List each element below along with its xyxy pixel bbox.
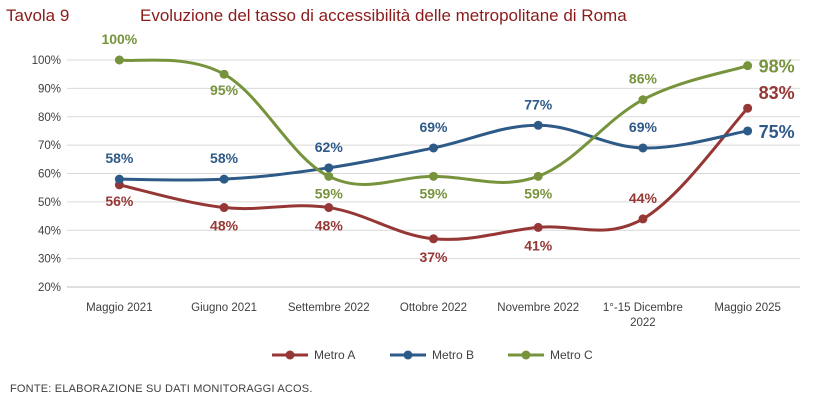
- data-point: [429, 171, 438, 181]
- table-number: Tavola 9: [6, 6, 70, 25]
- data-label: 37%: [419, 249, 448, 265]
- data-label: 100%: [101, 31, 137, 47]
- data-point: [533, 120, 543, 130]
- data-label: 77%: [524, 96, 553, 112]
- x-tick-label: Ottobre 2022: [400, 302, 467, 314]
- data-point: [324, 203, 334, 213]
- data-point: [638, 95, 648, 105]
- data-point: [429, 234, 438, 244]
- y-tick-label: 50%: [38, 197, 61, 209]
- data-point: [638, 143, 648, 153]
- legend-label: Metro B: [432, 348, 474, 362]
- data-point: [324, 171, 334, 181]
- x-tick-label: Novembre 2022: [497, 302, 579, 314]
- data-label: 59%: [524, 185, 553, 201]
- y-tick-label: 70%: [38, 140, 61, 152]
- line-chart: 20% 30% 40% 50% 60% 70% 80% 90% 100% Maggio 2021 G…: [32, 31, 800, 362]
- data-point: [533, 171, 543, 181]
- data-point: [638, 214, 648, 224]
- data-label: 59%: [315, 185, 344, 201]
- data-label: 98%: [759, 57, 795, 77]
- data-label: 58%: [105, 150, 134, 166]
- data-label: 83%: [759, 83, 795, 103]
- data-point: [114, 55, 124, 65]
- y-tick-label: 80%: [38, 112, 61, 124]
- data-point: [743, 103, 753, 113]
- legend-label: Metro A: [314, 348, 355, 362]
- data-point: [743, 61, 753, 71]
- data-label: 44%: [629, 190, 658, 206]
- source-note: FONTE: ELABORAZIONE SU DATI MONITORAGGI …: [10, 383, 313, 395]
- y-tick-label: 100%: [32, 55, 61, 67]
- x-tick-label: Maggio 2021: [86, 302, 153, 314]
- data-point: [114, 174, 124, 184]
- legend-marker: [285, 350, 295, 360]
- y-tick-label: 90%: [38, 83, 61, 95]
- data-label: 69%: [629, 119, 658, 135]
- chart-header: Tavola 9 Evoluzione del tasso di accessi…: [6, 6, 826, 32]
- x-tick-label: Maggio 2025: [714, 302, 781, 314]
- y-tick-label: 20%: [38, 282, 61, 294]
- data-point: [219, 203, 229, 213]
- data-label: 75%: [759, 122, 795, 142]
- legend-marker: [521, 350, 531, 360]
- y-tick-label: 30%: [38, 254, 61, 266]
- data-label: 48%: [315, 218, 344, 234]
- data-point: [219, 174, 229, 184]
- data-label: 56%: [105, 193, 134, 209]
- data-point: [429, 143, 438, 153]
- legend-marker: [403, 350, 413, 360]
- data-label: 69%: [419, 119, 448, 135]
- chart-title: Evoluzione del tasso di accessibilità de…: [140, 6, 627, 25]
- data-point: [743, 126, 753, 136]
- data-label: 58%: [210, 150, 239, 166]
- legend-label: Metro C: [550, 348, 593, 362]
- y-tick-label: 40%: [38, 225, 61, 237]
- x-tick-label: 1°-15 Dicembre: [603, 302, 683, 314]
- data-point: [533, 222, 543, 232]
- data-label: 41%: [524, 237, 553, 253]
- data-label: 59%: [419, 185, 448, 201]
- x-tick-label: Settembre 2022: [288, 302, 370, 314]
- x-tick-label: Giugno 2021: [191, 302, 257, 314]
- y-tick-label: 60%: [38, 169, 61, 181]
- data-label: 62%: [315, 139, 344, 155]
- data-point: [324, 163, 334, 173]
- data-label: 95%: [210, 82, 239, 98]
- data-point: [219, 69, 229, 79]
- x-tick-label: 2022: [630, 317, 656, 329]
- data-label: 48%: [210, 218, 239, 234]
- data-label: 86%: [629, 71, 658, 87]
